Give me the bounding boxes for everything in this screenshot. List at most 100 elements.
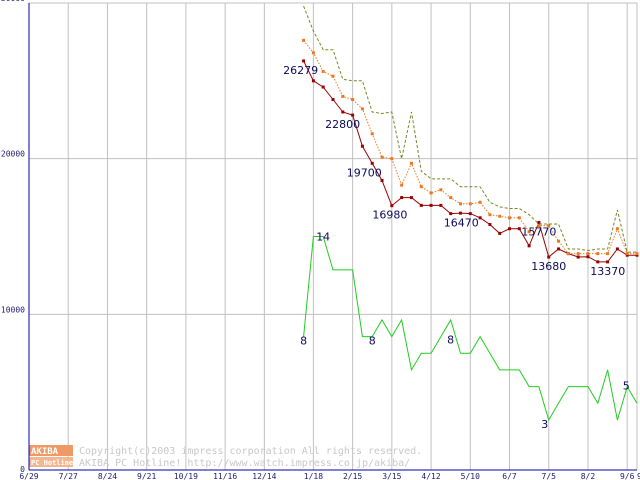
- average-price-point: [439, 188, 443, 192]
- low-price-point: [321, 85, 325, 89]
- average-price-point: [341, 94, 345, 98]
- average-price-point: [576, 252, 580, 256]
- low-price-point: [488, 223, 492, 227]
- low-price-point: [429, 203, 433, 207]
- average-price-point: [370, 132, 374, 136]
- low-price-data-label: 26279: [283, 64, 318, 77]
- average-price-point: [625, 252, 629, 256]
- x-tick-label: 2/15: [343, 472, 362, 480]
- low-price-point: [478, 216, 482, 220]
- average-price-point: [419, 185, 423, 189]
- x-tick-label: 8/24: [98, 472, 117, 480]
- series: [302, 5, 639, 422]
- y-axis: 0 10000 20000 30000: [1, 0, 25, 474]
- low-price-point: [537, 220, 541, 224]
- low-price-point: [400, 196, 404, 200]
- x-tick-label: 6/7: [502, 472, 517, 480]
- store-count-line: [303, 236, 638, 422]
- logo-bottom-box: [29, 457, 73, 467]
- store-count-data-label: 5: [623, 380, 630, 393]
- logo-bottom-text: PC Hotline!: [31, 459, 77, 467]
- y-tick-label: 30000: [1, 0, 25, 3]
- x-tick-label: 5/10: [461, 472, 480, 480]
- low-price-data-label: 16470: [444, 217, 479, 230]
- average-price-point: [557, 239, 561, 243]
- x-tick-label: 7/5: [542, 472, 557, 480]
- x-tick-label: 11/16: [213, 472, 237, 480]
- low-price-point: [409, 196, 413, 200]
- store-count-data-label: 8: [300, 335, 307, 348]
- watermark: AKIBA PC Hotline! Copyright(c)2003 impre…: [29, 445, 422, 469]
- x-tick-label: 12/14: [252, 472, 276, 480]
- average-price-point: [449, 196, 453, 200]
- store-count-data-label: 8: [447, 334, 454, 347]
- low-price-point: [615, 247, 619, 251]
- low-price-data-label: 13680: [531, 260, 566, 273]
- x-tick-label: 3/15: [382, 472, 401, 480]
- low-price-point: [557, 247, 561, 251]
- low-price-point: [341, 110, 345, 114]
- copyright-line: Copyright(c)2003 impress corporation All…: [79, 446, 422, 457]
- average-price-point: [351, 98, 355, 102]
- low-price-point: [360, 144, 364, 148]
- average-price-point: [527, 230, 531, 234]
- grid: [28, 2, 638, 470]
- x-tick-label: 9/6: [620, 472, 635, 480]
- logo-top-text: AKIBA: [31, 447, 59, 457]
- low-price-point: [380, 178, 384, 182]
- low-price-point: [625, 253, 629, 257]
- y-tick-label: 0: [20, 465, 25, 474]
- average-price-point: [409, 161, 413, 165]
- low-price-point: [370, 161, 374, 165]
- low-price-data-label: 15770: [521, 225, 556, 238]
- average-price-point: [390, 157, 394, 161]
- average-price-point: [400, 183, 404, 187]
- average-price-point: [380, 155, 384, 159]
- average-price-point: [635, 252, 639, 256]
- low-price-point: [596, 260, 600, 264]
- low-price-point: [468, 212, 472, 216]
- average-price-point: [596, 252, 600, 256]
- low-price-data-label: 19700: [347, 166, 382, 179]
- low-price-point: [390, 204, 394, 208]
- low-price-point: [498, 231, 502, 235]
- store-count-data-label: 3: [541, 418, 548, 431]
- x-tick-label: 10/19: [174, 472, 198, 480]
- average-price-point: [517, 216, 521, 220]
- data-labels: 26279 22800 19700 16980 16470 15770 13680 13370…: [283, 64, 630, 431]
- low-price-point: [508, 227, 512, 231]
- low-price-point: [419, 203, 423, 207]
- average-price-point: [331, 74, 335, 78]
- store-count-data-label: 14: [316, 231, 330, 244]
- x-axis: 6/29 7/27 8/24 9/21 10/19 11/16 12/14 1/18 2/15 3…: [19, 472, 640, 480]
- logo-top-box: [29, 445, 73, 456]
- low-price-point: [458, 211, 462, 215]
- low-price-point: [517, 227, 521, 231]
- x-tick-label: 1/18: [304, 472, 323, 480]
- y-tick-label: 10000: [1, 305, 25, 314]
- x-tick-label: 8/2: [581, 472, 596, 480]
- low-price-point: [586, 255, 590, 259]
- low-price-point: [606, 260, 610, 264]
- low-price-data-label: 16980: [372, 209, 407, 222]
- average-price-point: [566, 252, 570, 256]
- average-price-point: [498, 214, 502, 218]
- low-price-data-label: 22800: [325, 118, 360, 131]
- average-price-point: [468, 202, 472, 206]
- average-price-point: [478, 200, 482, 204]
- average-price-point: [311, 51, 315, 55]
- low-price-point: [311, 79, 315, 83]
- average-price-point: [615, 227, 619, 231]
- average-price-point: [586, 252, 590, 256]
- average-price-point: [458, 202, 462, 206]
- url-line: AKIBA PC Hotline! http://www.watch.impre…: [79, 458, 410, 469]
- y-tick-label: 20000: [1, 150, 25, 159]
- low-price-point: [351, 113, 355, 117]
- low-price-point: [449, 212, 453, 216]
- x-tick-label: 6/29: [19, 472, 38, 480]
- low-price-point: [331, 98, 335, 102]
- x-tick-label: 7/27: [59, 472, 78, 480]
- average-price-point: [508, 216, 512, 220]
- average-price-point: [429, 191, 433, 195]
